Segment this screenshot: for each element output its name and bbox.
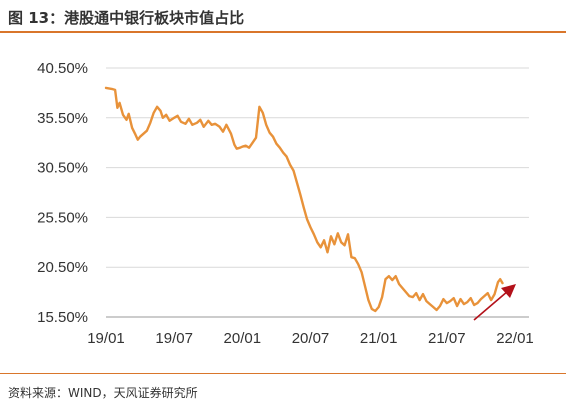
x-tick-label: 21/01	[360, 330, 398, 347]
y-tick-label: 35.50%	[37, 110, 88, 127]
x-axis-ticks: 19/01 19/07 20/01 20/07 21/01 21/07 22/01	[87, 330, 534, 347]
y-tick-label: 30.50%	[37, 160, 88, 177]
chart-title: 图 13：港股通中银行板块市值占比	[8, 9, 245, 27]
series-line	[104, 86, 504, 313]
source-note: 资料来源：WIND，天风证券研究所	[8, 386, 198, 400]
y-tick-label: 25.50%	[37, 209, 88, 226]
x-tick-label: 22/01	[496, 330, 534, 347]
x-tick-label: 21/07	[428, 330, 466, 347]
x-tick-label: 20/07	[292, 330, 330, 347]
header-rule	[0, 31, 566, 33]
arrow-shaft	[473, 290, 509, 321]
trend-arrow	[473, 284, 516, 321]
y-tick-label: 15.50%	[37, 309, 88, 326]
y-axis-ticks: 40.50% 35.50% 30.50% 25.50% 20.50% 15.50%	[37, 60, 88, 326]
x-tick-label: 19/07	[155, 330, 193, 347]
arrow-head-icon	[501, 284, 516, 298]
y-tick-label: 20.50%	[37, 259, 88, 276]
footer-rule	[0, 373, 566, 374]
x-tick-label: 19/01	[87, 330, 125, 347]
y-tick-label: 40.50%	[37, 60, 88, 77]
x-tick-label: 20/01	[224, 330, 262, 347]
gridlines	[106, 67, 529, 318]
